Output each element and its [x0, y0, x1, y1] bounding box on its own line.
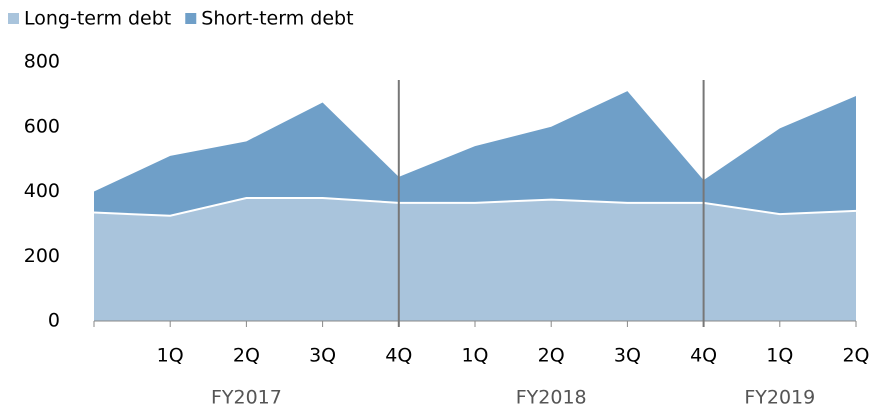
area-boundary	[93, 196, 857, 217]
x-tick-label: 3Q	[614, 345, 641, 367]
group-label: FY2017	[211, 387, 282, 409]
x-tick-label: 1Q	[157, 345, 184, 367]
legend-label: Long-term debt	[24, 8, 171, 30]
x-tick-label: 1Q	[766, 345, 793, 367]
group-label: FY2019	[744, 387, 815, 409]
y-tick-label: 400	[24, 180, 60, 202]
y-tick-label: 800	[24, 51, 60, 73]
x-tick-label: 2Q	[538, 345, 565, 367]
x-tick-label: 4Q	[385, 345, 412, 367]
legend-swatch	[8, 13, 19, 24]
x-tick-label: 2Q	[842, 345, 869, 367]
y-tick-label: 0	[48, 310, 60, 332]
legend-label: Short-term debt	[201, 8, 353, 30]
x-tick-label: 3Q	[309, 345, 336, 367]
y-tick-label: 600	[24, 115, 60, 137]
y-tick-label: 200	[24, 245, 60, 267]
x-tick-label: 4Q	[690, 345, 717, 367]
x-tick-label: 1Q	[461, 345, 488, 367]
group-label: FY2018	[516, 387, 587, 409]
area	[94, 197, 856, 321]
area	[94, 91, 856, 216]
legend-swatch	[185, 13, 197, 24]
x-tick-label: 2Q	[233, 345, 260, 367]
